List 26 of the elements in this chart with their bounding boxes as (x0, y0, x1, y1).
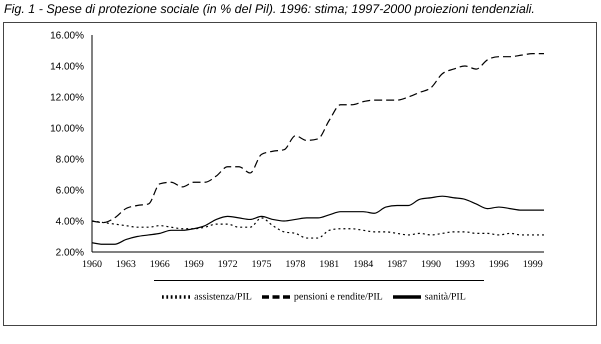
x-tick-label: 1972 (218, 259, 238, 270)
y-tick-label: 8.00% (56, 154, 84, 166)
x-tick-label: 1966 (150, 259, 170, 270)
legend-label: sanità/PIL (424, 291, 466, 302)
y-tick-label: 2.00% (56, 248, 84, 259)
x-tick-label: 1969 (184, 259, 204, 270)
x-tick-label: 1981 (319, 259, 340, 270)
legend-label: assistenza/PIL (194, 291, 252, 302)
x-tick-label: 1993 (454, 259, 475, 270)
y-tick-label: 4.00% (56, 216, 84, 228)
y-tick-label: 10.00% (50, 124, 84, 135)
x-tick-label: 1960 (82, 259, 102, 270)
x-tick-label: 1975 (252, 259, 272, 270)
y-tick-label: 6.00% (56, 186, 84, 197)
x-tick-label: 1987 (387, 259, 408, 270)
y-tick-label: 14.00% (50, 62, 84, 73)
y-tick-label: 16.00% (50, 30, 84, 42)
x-tick-label: 1999 (522, 259, 543, 270)
chart-title: Fig. 1 - Spese di protezione sociale (in % del Pil). 1996: stima; 1997-2000 proiezioni tendenziali. (4, 2, 535, 16)
legend-label: pensioni e rendite/PIL (294, 291, 383, 302)
x-tick-label: 1963 (116, 259, 136, 270)
x-tick-label: 1990 (421, 259, 441, 270)
x-tick-label: 1984 (353, 259, 374, 270)
y-tick-label: 12.00% (50, 92, 84, 104)
x-tick-label: 1996 (488, 259, 509, 270)
x-tick-label: 1978 (285, 259, 306, 270)
